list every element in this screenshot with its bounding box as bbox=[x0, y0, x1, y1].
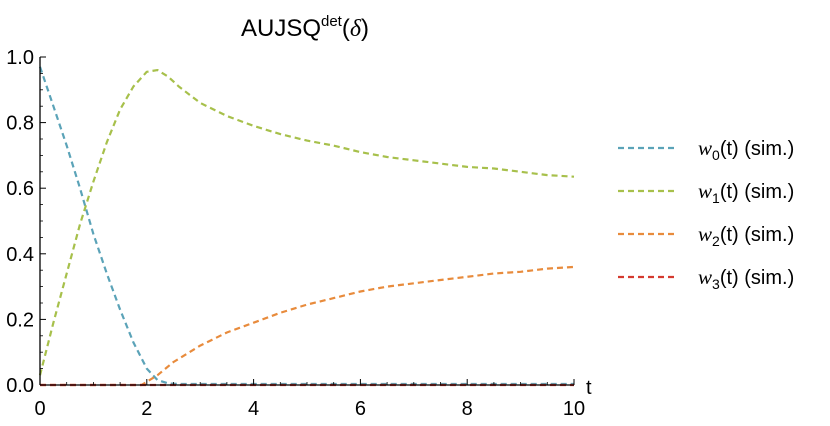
chart-title-symbol: δ bbox=[350, 16, 362, 42]
chart-title-open-paren: ( bbox=[342, 15, 350, 42]
series-line-w0 bbox=[38, 66, 574, 386]
legend-label: w2(t) (sim.) bbox=[698, 222, 794, 249]
legend: w0(t) (sim.) w1(t) (sim.) w2(t) (sim.) w3(t… bbox=[618, 136, 794, 292]
legend-label: w3(t) (sim.) bbox=[698, 265, 794, 292]
legend-item-w3: w3(t) (sim.) bbox=[618, 265, 794, 292]
x-tick-label: 10 bbox=[563, 398, 585, 420]
legend-item-w0: w0(t) (sim.) bbox=[618, 136, 794, 163]
series-line-w1 bbox=[38, 68, 575, 376]
x-tick-label: 4 bbox=[248, 398, 259, 420]
plot-lines bbox=[38, 66, 575, 387]
y-tick-label: 0.4 bbox=[6, 244, 34, 266]
y-tick-label: 0.0 bbox=[6, 375, 34, 397]
y-tick-label: 0.6 bbox=[6, 178, 34, 200]
series-line-w2 bbox=[40, 265, 575, 387]
x-tick-label: 2 bbox=[141, 398, 152, 420]
x-tick-label: 6 bbox=[355, 398, 366, 420]
legend-item-w2: w2(t) (sim.) bbox=[618, 222, 794, 249]
y-tick-label: 0.2 bbox=[6, 309, 34, 331]
legend-label: w0(t) (sim.) bbox=[698, 136, 794, 163]
x-ticks: 0 2 4 6 8 10 bbox=[34, 379, 585, 420]
x-tick-label: 0 bbox=[34, 398, 45, 420]
chart-title-superscript: det bbox=[321, 13, 343, 30]
y-ticks: 0.0 0.2 0.4 0.6 0.8 1.0 bbox=[6, 47, 46, 397]
x-axis-label: t bbox=[586, 377, 592, 399]
chart-title-base: AUJSQ bbox=[241, 15, 321, 42]
chart-title: AUJSQdet(δ) bbox=[241, 13, 369, 42]
y-tick-label: 1.0 bbox=[6, 47, 34, 69]
legend-item-w1: w1(t) (sim.) bbox=[618, 179, 794, 206]
legend-label: w1(t) (sim.) bbox=[698, 179, 794, 206]
x-tick-label: 8 bbox=[462, 398, 473, 420]
y-tick-label: 0.8 bbox=[6, 113, 34, 135]
chart-title-close-paren: ) bbox=[361, 15, 369, 42]
